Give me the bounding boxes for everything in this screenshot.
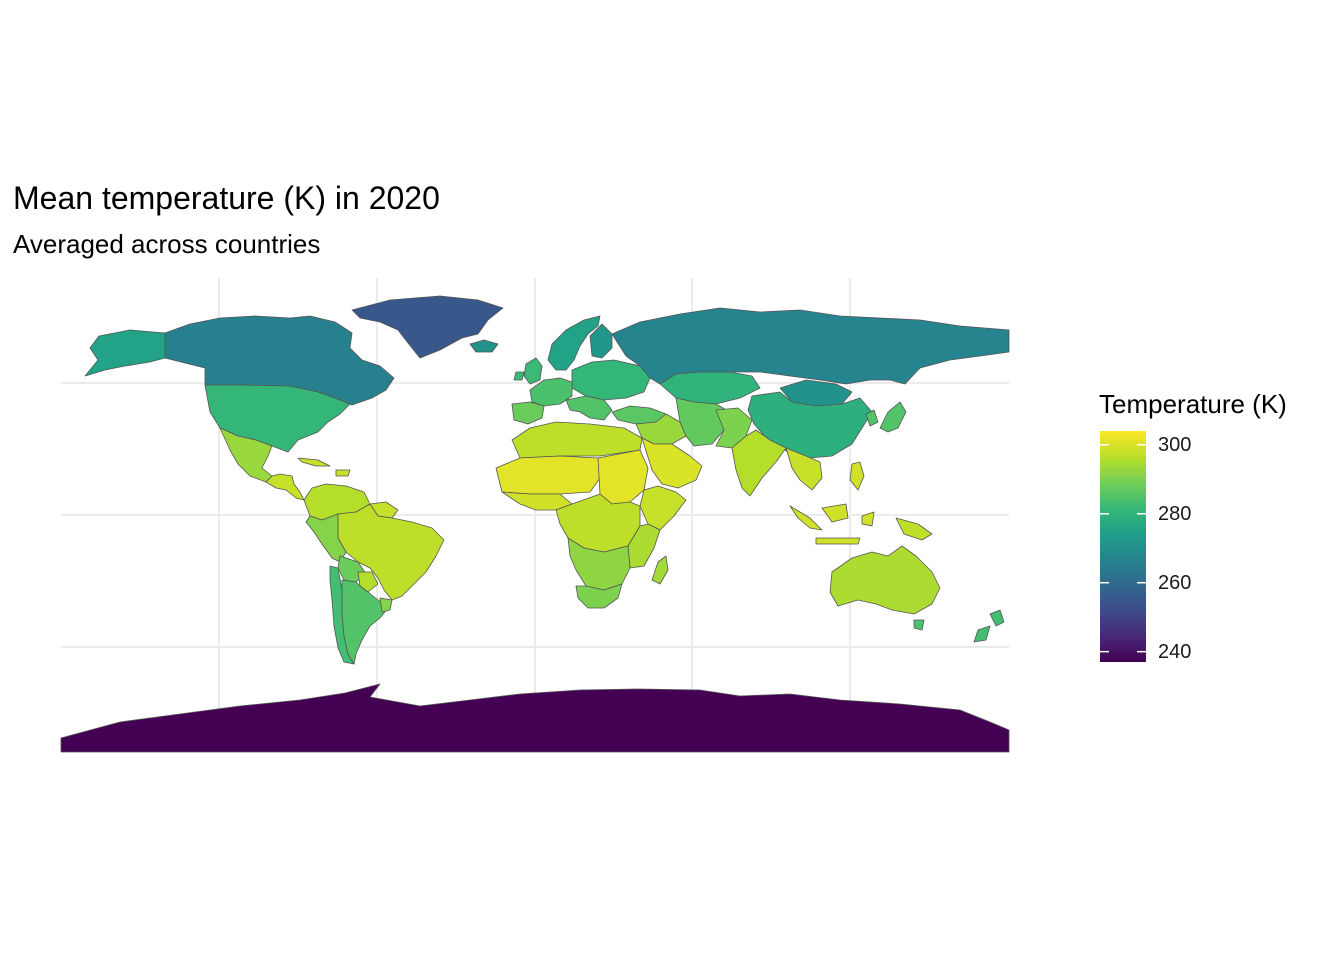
region-iberia [511,401,545,425]
region-japan-korea [865,401,907,433]
map-regions [60,295,1010,753]
region-antarctica [60,683,1010,753]
region-greenland [351,295,504,359]
chart-title: Mean temperature (K) in 2020 [13,180,440,216]
region-caribbean [297,457,351,477]
region-argentina [341,579,389,665]
legend-gradient [1100,431,1146,662]
region-india [731,429,787,497]
region-new-guinea [895,517,933,541]
region-iceland [469,339,499,353]
region-philippines [849,461,865,491]
region-southeast-asia [785,447,823,491]
chart-subtitle: Averaged across countries [13,229,321,259]
region-sahel [495,455,601,495]
region-madagascar [651,555,669,585]
region-arabian-peninsula [641,437,703,489]
region-east-africa [627,523,661,569]
legend-tick-label: 260 [1158,571,1192,594]
region-west-africa-coast [501,491,573,511]
region-alaska [84,329,166,377]
region-italy-balkans [565,395,613,421]
region-russia [611,307,1010,385]
region-indonesia [789,503,875,545]
legend-tick-label: 300 [1158,433,1192,456]
region-paraguay [357,571,379,593]
legend-ticks [1100,444,1146,653]
region-uruguay [379,597,393,613]
region-brazil [337,503,445,601]
legend-colorbar [1100,431,1146,662]
region-mexico [219,427,273,483]
region-sudan-chad [597,449,649,505]
region-new-zealand [973,609,1005,643]
legend-tick-label: 240 [1158,640,1192,663]
region-uk-ireland [513,357,543,385]
region-horn-of-africa [639,485,687,531]
region-kazakhstan [659,371,761,405]
region-tasmania [913,619,925,631]
region-finland [589,323,613,359]
region-scandinavia [547,315,601,371]
region-north-africa [511,421,643,459]
region-central-america [265,473,305,501]
region-south-africa [575,583,623,609]
region-central-eastern-europe [571,359,651,401]
legend-tick-label: 280 [1158,502,1192,525]
region-china [747,391,873,459]
region-australia [829,545,941,615]
legend-title: Temperature (K) [1099,389,1287,419]
